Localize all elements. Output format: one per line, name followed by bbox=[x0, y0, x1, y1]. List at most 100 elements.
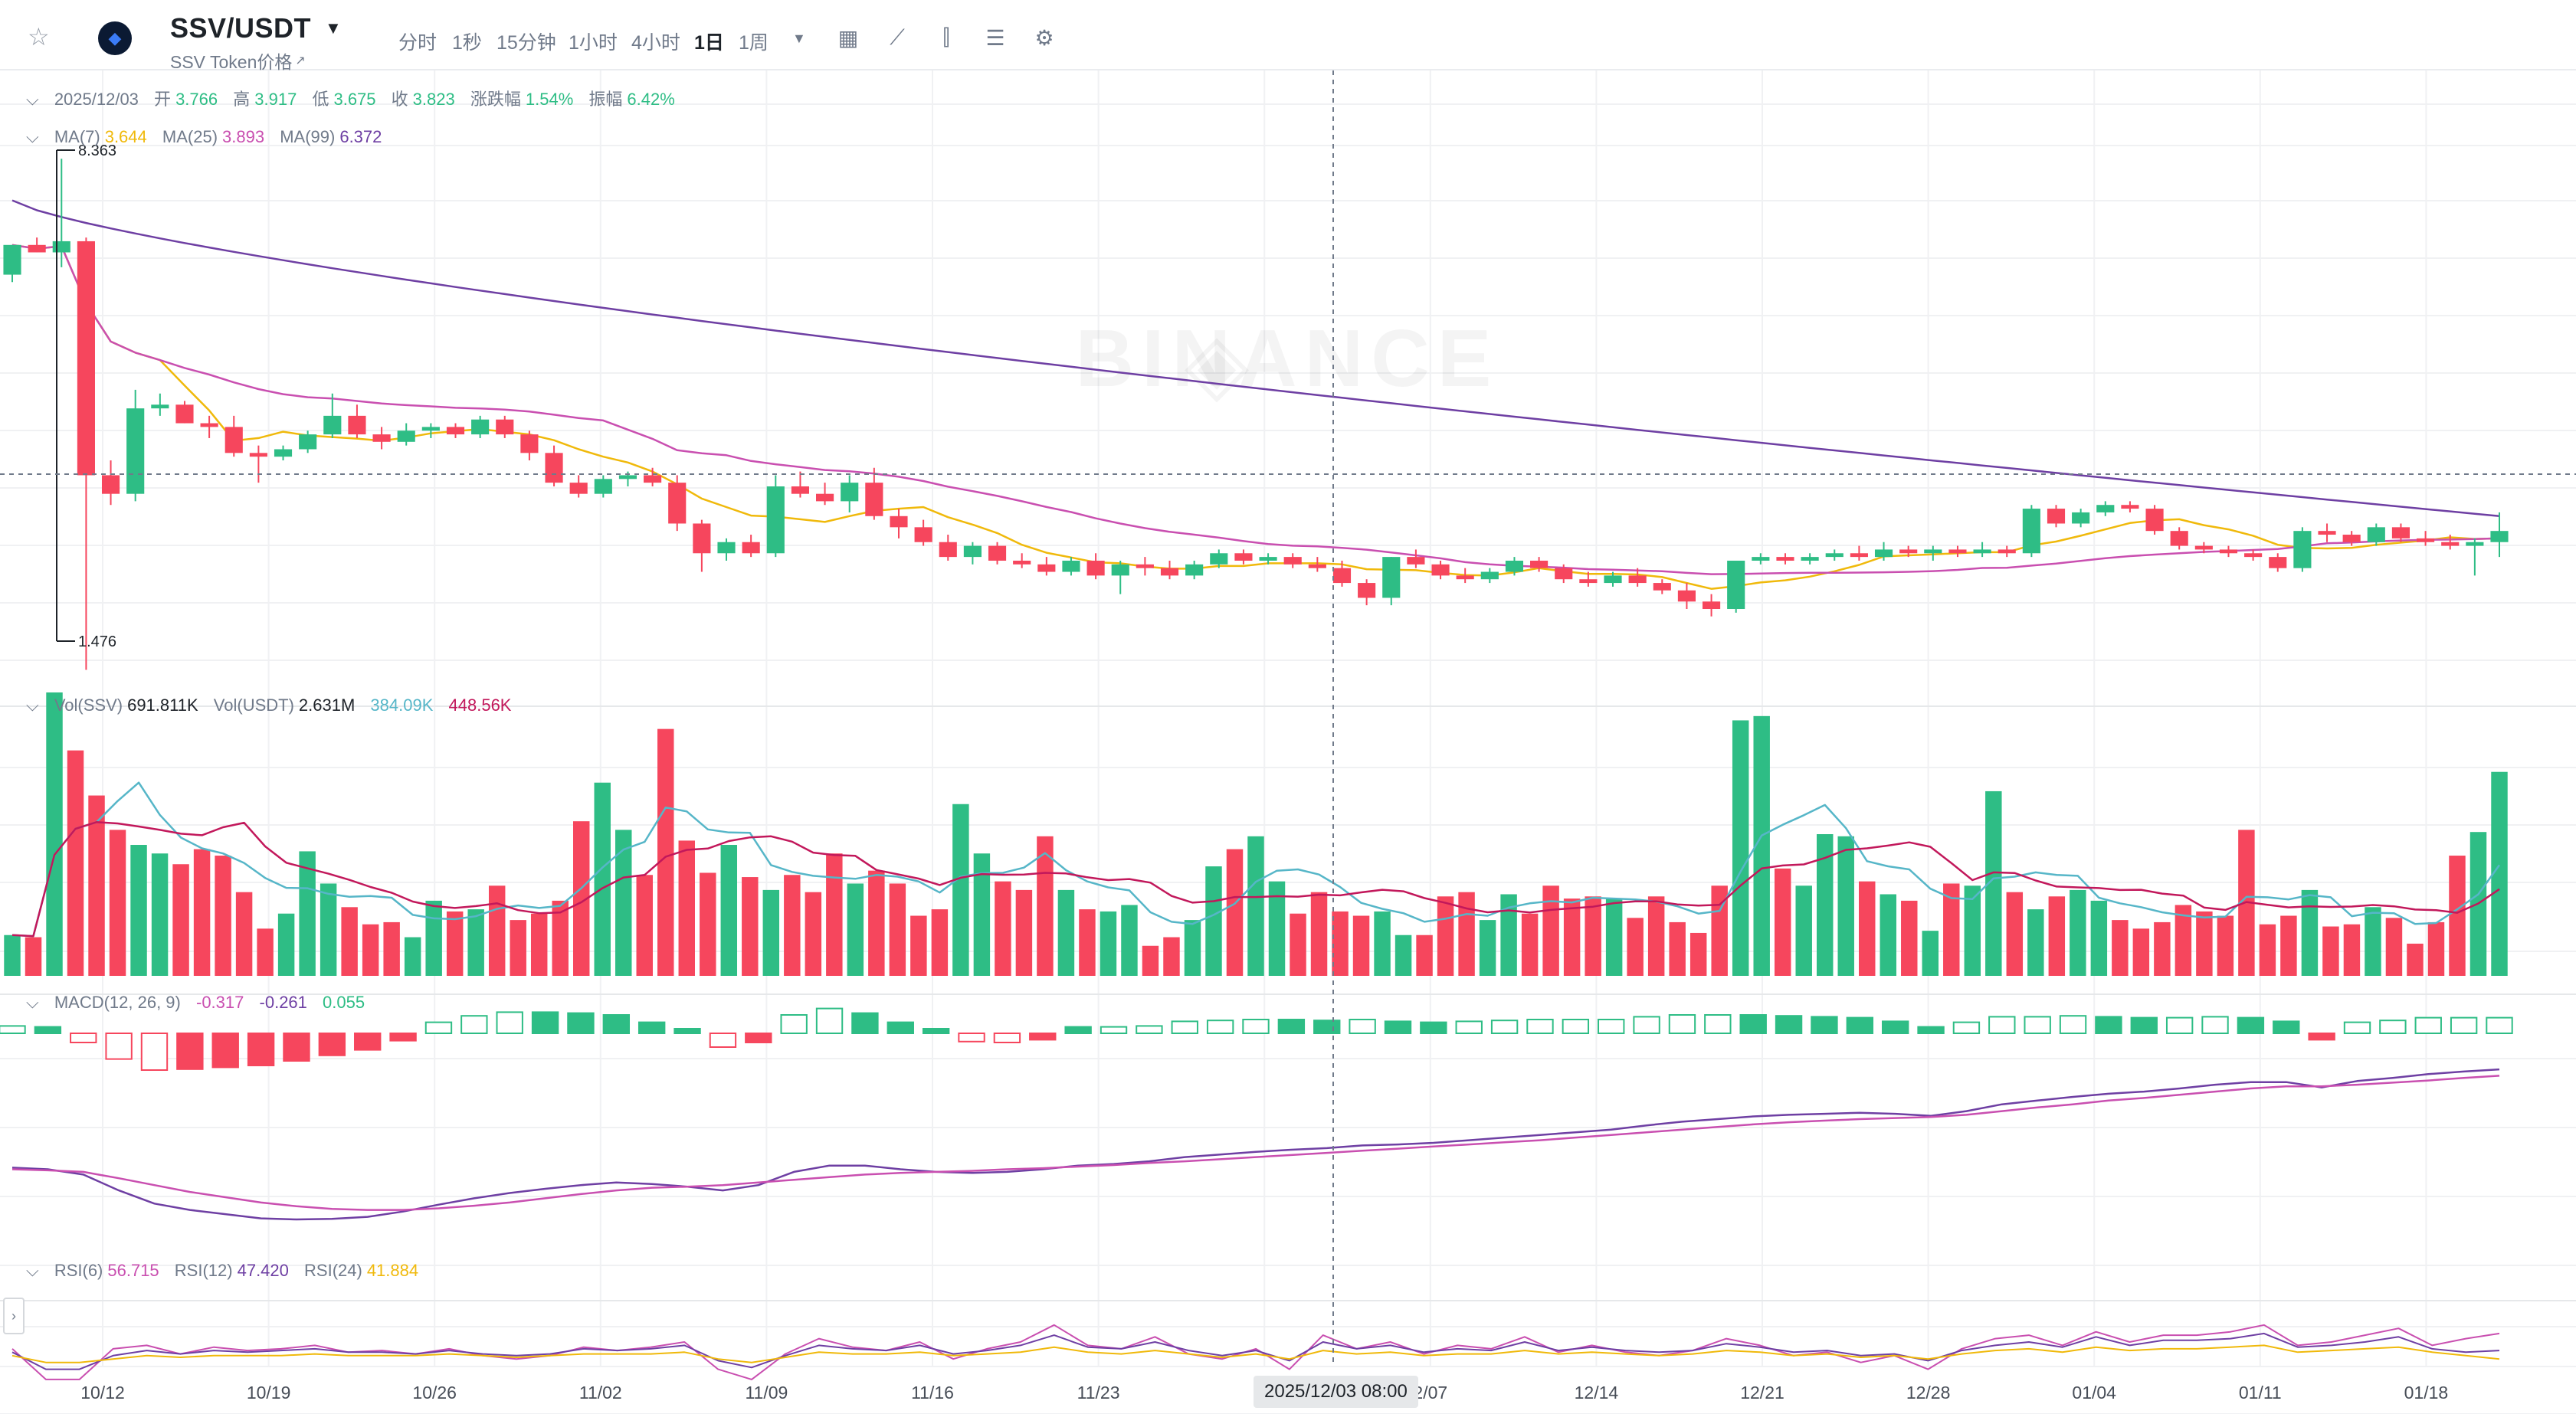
candle-down bbox=[1358, 583, 1376, 598]
watermark: BINANCE bbox=[1076, 313, 1499, 404]
candle-up bbox=[1727, 560, 1745, 610]
volume-bar bbox=[1585, 896, 1601, 976]
x-tick-label: 12/28 bbox=[1906, 1383, 1951, 1403]
pair-selector[interactable]: SSV/USDT bbox=[170, 12, 312, 44]
moving-average-lines bbox=[11, 199, 2500, 590]
ma7-line bbox=[11, 244, 2500, 590]
interval-tick[interactable]: 分时 bbox=[398, 32, 438, 54]
volume-bar bbox=[1880, 894, 1896, 976]
ma-legend: ⌵ MA(7) 3.644 MA(25) 3.893 MA(99) 6.372 bbox=[26, 127, 392, 147]
macd-hist-bar bbox=[1988, 1016, 2016, 1035]
macd-hist-bar bbox=[389, 1033, 417, 1042]
volume-bar bbox=[1922, 931, 1939, 976]
volume-bar bbox=[1689, 932, 1707, 976]
candle-up bbox=[594, 479, 612, 494]
settings-icon[interactable]: ⚙ bbox=[1034, 25, 1054, 50]
macd-hist-value: 0.055 bbox=[323, 993, 365, 1012]
candle-down bbox=[545, 453, 563, 483]
candle-down bbox=[1160, 568, 1179, 576]
candle-down bbox=[2269, 557, 2287, 568]
candle-up bbox=[397, 430, 415, 442]
macd-hist-bar bbox=[1633, 1016, 1660, 1035]
macd-hist-bar bbox=[1171, 1020, 1198, 1035]
volume-bar bbox=[805, 892, 822, 976]
interval-1w[interactable]: 1周 bbox=[739, 32, 769, 54]
candle-down bbox=[791, 486, 810, 494]
external-link-icon: ↗ bbox=[295, 54, 306, 67]
volume-bar bbox=[1416, 934, 1433, 976]
candle-down bbox=[1948, 549, 1967, 554]
candle-down bbox=[1998, 549, 2016, 554]
rsi6-value: 56.715 bbox=[107, 1261, 159, 1280]
candle-icon[interactable]: ⫿ bbox=[942, 25, 950, 49]
volume-bar bbox=[1563, 898, 1581, 976]
volume-ma1-line bbox=[11, 781, 2501, 938]
collapse-icon[interactable]: ⌵ bbox=[26, 90, 39, 109]
volume-bar bbox=[784, 875, 801, 976]
star-outline-icon[interactable]: ☆ bbox=[28, 23, 50, 51]
candle-up bbox=[2293, 531, 2312, 568]
rsi12-line bbox=[11, 1332, 2500, 1370]
candlestick-chart[interactable]: BINANCE ◈ 8.363 1.476 10/12 10/19 10/26 11/… bbox=[0, 70, 2576, 1414]
volume-bar bbox=[235, 892, 253, 976]
indicator-settings-icon[interactable]: ☰ bbox=[985, 25, 1005, 50]
candle-down bbox=[1579, 579, 1598, 584]
candle-down bbox=[1555, 568, 1573, 580]
volume-bar bbox=[46, 692, 63, 976]
candle-down bbox=[1530, 560, 1549, 568]
macd-hist-bar bbox=[1490, 1020, 1519, 1034]
volume-bar bbox=[2027, 909, 2044, 976]
amplitude-value: 6.42% bbox=[627, 90, 675, 109]
macd-hist-bar bbox=[70, 1033, 97, 1043]
interval-1s[interactable]: 1秒 bbox=[452, 32, 482, 54]
chevron-right-icon[interactable]: › bbox=[3, 1298, 25, 1334]
interval-4h[interactable]: 4小时 bbox=[631, 32, 680, 54]
subtitle-text: SSV Token价格 bbox=[170, 52, 293, 72]
macd-hist-bar bbox=[567, 1012, 595, 1034]
macd-hist-bar bbox=[105, 1033, 133, 1060]
macd-hist-bar bbox=[1704, 1014, 1732, 1034]
volume-bar bbox=[552, 900, 569, 976]
macd-hist-bar bbox=[922, 1028, 950, 1034]
rsi6-label: RSI(6) bbox=[54, 1261, 103, 1280]
calendar-icon[interactable]: ▦ bbox=[837, 25, 859, 50]
macd-dea-value: -0.261 bbox=[259, 993, 307, 1012]
candle-down bbox=[1628, 575, 1647, 584]
volume-bar bbox=[1079, 909, 1096, 976]
collapse-icon[interactable]: ⌵ bbox=[26, 127, 39, 146]
x-tick-label: 01/18 bbox=[2404, 1383, 2449, 1403]
vol-usdt-value: 2.631M bbox=[298, 696, 356, 715]
interval-15m[interactable]: 15分钟 bbox=[497, 32, 556, 54]
open-value: 3.766 bbox=[175, 90, 218, 109]
collapse-icon[interactable]: ⌵ bbox=[26, 696, 39, 715]
volume-bar bbox=[1774, 868, 1791, 976]
volume-bar bbox=[720, 845, 738, 976]
interval-1h[interactable]: 1小时 bbox=[569, 32, 618, 54]
candle-up bbox=[299, 434, 317, 450]
line-chart-icon[interactable]: ⟋ bbox=[890, 25, 905, 49]
interval-1d[interactable]: 1日 bbox=[694, 32, 724, 54]
macd-hist-bar bbox=[1420, 1021, 1447, 1034]
macd-hist-bar bbox=[2201, 1016, 2229, 1035]
x-tick-label: 11/23 bbox=[1077, 1383, 1120, 1403]
collapse-icon[interactable]: ⌵ bbox=[26, 1261, 39, 1280]
candle-up bbox=[766, 486, 785, 554]
macd-hist-bar bbox=[283, 1033, 310, 1062]
candle-down bbox=[865, 483, 883, 516]
collapse-icon[interactable]: ⌵ bbox=[26, 993, 39, 1012]
candle-down bbox=[1850, 553, 1868, 558]
token-price-link[interactable]: SSV Token价格 ↗ bbox=[170, 47, 306, 74]
volume-ma2-line bbox=[11, 821, 2500, 938]
volume-bar bbox=[2427, 921, 2445, 976]
macd-hist-bar bbox=[1242, 1019, 1270, 1034]
volume-bar bbox=[1542, 885, 1559, 976]
macd-legend: ⌵ MACD(12, 26, 9) -0.317 -0.261 0.055 bbox=[26, 993, 375, 1013]
volume-bar bbox=[615, 830, 632, 976]
more-intervals-dropdown[interactable]: ▼ bbox=[792, 31, 806, 46]
volume-bar bbox=[2365, 907, 2381, 976]
chevron-down-icon[interactable]: ▼ bbox=[325, 18, 342, 38]
volume-bar bbox=[1374, 911, 1391, 976]
volume-bar bbox=[657, 728, 674, 976]
macd-hist-bar bbox=[1811, 1016, 1838, 1035]
volume-bar bbox=[1817, 834, 1834, 976]
